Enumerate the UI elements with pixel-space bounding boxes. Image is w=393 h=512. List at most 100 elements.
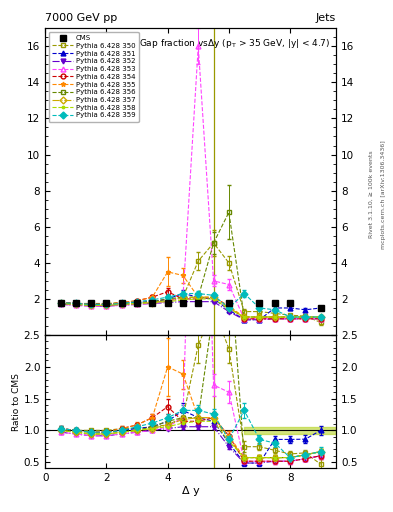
Pythia 6.428 355 xyxy=(165,269,170,275)
Pythia 6.428 351 xyxy=(226,307,231,313)
Pythia 6.428 358 xyxy=(226,306,231,312)
Pythia 6.428 354 xyxy=(135,297,140,304)
Pythia 6.428 352 xyxy=(104,303,109,309)
Pythia 6.428 356 xyxy=(288,314,292,320)
Pythia 6.428 359 xyxy=(257,305,262,311)
Pythia 6.428 352 xyxy=(272,316,277,322)
Pythia 6.428 354 xyxy=(196,296,200,302)
Pythia 6.428 357 xyxy=(257,314,262,320)
Line: Pythia 6.428 359: Pythia 6.428 359 xyxy=(58,291,323,319)
Pythia 6.428 357 xyxy=(181,295,185,301)
Pythia 6.428 350 xyxy=(242,309,246,315)
Pythia 6.428 356 xyxy=(119,301,124,307)
Pythia 6.428 352 xyxy=(257,316,262,323)
Pythia 6.428 355 xyxy=(135,297,140,304)
Pythia 6.428 356 xyxy=(272,314,277,320)
Pythia 6.428 350 xyxy=(303,313,308,319)
Pythia 6.428 352 xyxy=(58,301,63,307)
Pythia 6.428 357 xyxy=(242,314,246,320)
Pythia 6.428 354 xyxy=(104,301,109,307)
Pythia 6.428 354 xyxy=(73,301,78,307)
Pythia 6.428 355 xyxy=(181,272,185,279)
Pythia 6.428 354 xyxy=(89,301,94,307)
Legend: CMS, Pythia 6.428 350, Pythia 6.428 351, Pythia 6.428 352, Pythia 6.428 353, Pyt: CMS, Pythia 6.428 350, Pythia 6.428 351,… xyxy=(49,32,139,122)
Pythia 6.428 359 xyxy=(73,301,78,307)
Pythia 6.428 355 xyxy=(150,294,155,300)
Pythia 6.428 354 xyxy=(165,289,170,295)
Pythia 6.428 357 xyxy=(73,301,78,307)
Pythia 6.428 355 xyxy=(242,314,246,320)
Text: 7000 GeV pp: 7000 GeV pp xyxy=(45,13,118,23)
Text: Gap fraction vs$\Delta$y (p$_\mathrm{T}$ > 35 GeV, |y| < 4.7): Gap fraction vs$\Delta$y (p$_\mathrm{T}$… xyxy=(139,37,330,50)
Pythia 6.428 358 xyxy=(242,314,246,320)
Pythia 6.428 359 xyxy=(104,301,109,307)
Line: Pythia 6.428 357: Pythia 6.428 357 xyxy=(58,295,323,319)
Pythia 6.428 353 xyxy=(181,294,185,300)
Pythia 6.428 353 xyxy=(196,43,200,49)
X-axis label: Δ y: Δ y xyxy=(182,486,200,496)
Pythia 6.428 354 xyxy=(242,316,246,322)
Pythia 6.428 358 xyxy=(211,296,216,302)
Pythia 6.428 356 xyxy=(318,314,323,320)
Pythia 6.428 355 xyxy=(303,314,308,320)
Pythia 6.428 358 xyxy=(89,302,94,308)
Pythia 6.428 355 xyxy=(288,314,292,320)
Pythia 6.428 350 xyxy=(58,300,63,306)
Pythia 6.428 357 xyxy=(226,305,231,311)
Pythia 6.428 359 xyxy=(181,290,185,296)
Pythia 6.428 350 xyxy=(104,301,109,307)
Pythia 6.428 355 xyxy=(58,300,63,306)
Pythia 6.428 350 xyxy=(181,294,185,300)
Pythia 6.428 354 xyxy=(150,294,155,300)
Pythia 6.428 358 xyxy=(73,301,78,307)
Pythia 6.428 350 xyxy=(73,301,78,307)
Pythia 6.428 352 xyxy=(150,301,155,307)
Pythia 6.428 359 xyxy=(89,301,94,307)
Pythia 6.428 357 xyxy=(135,301,140,307)
Pythia 6.428 355 xyxy=(104,301,109,307)
Pythia 6.428 353 xyxy=(288,316,292,322)
Pythia 6.428 350 xyxy=(226,260,231,266)
Pythia 6.428 351 xyxy=(119,301,124,307)
Pythia 6.428 359 xyxy=(242,290,246,296)
Pythia 6.428 359 xyxy=(303,314,308,320)
Pythia 6.428 353 xyxy=(272,316,277,322)
Pythia 6.428 359 xyxy=(288,314,292,320)
Pythia 6.428 354 xyxy=(272,316,277,322)
Pythia 6.428 354 xyxy=(226,303,231,309)
Pythia 6.428 355 xyxy=(257,314,262,320)
Pythia 6.428 354 xyxy=(181,296,185,302)
Pythia 6.428 353 xyxy=(303,316,308,322)
Line: Pythia 6.428 352: Pythia 6.428 352 xyxy=(58,299,323,322)
Pythia 6.428 351 xyxy=(89,301,94,307)
Pythia 6.428 356 xyxy=(181,294,185,300)
Pythia 6.428 355 xyxy=(119,300,124,306)
Pythia 6.428 351 xyxy=(257,316,262,323)
Pythia 6.428 355 xyxy=(89,301,94,307)
Pythia 6.428 350 xyxy=(135,300,140,306)
Pythia 6.428 359 xyxy=(211,292,216,298)
Pythia 6.428 358 xyxy=(165,298,170,305)
Pythia 6.428 351 xyxy=(150,298,155,305)
Pythia 6.428 359 xyxy=(150,297,155,303)
Pythia 6.428 352 xyxy=(119,302,124,308)
Pythia 6.428 351 xyxy=(165,296,170,302)
Pythia 6.428 350 xyxy=(165,297,170,304)
Pythia 6.428 350 xyxy=(272,310,277,316)
Pythia 6.428 354 xyxy=(257,316,262,322)
Pythia 6.428 356 xyxy=(104,302,109,308)
Pythia 6.428 353 xyxy=(104,303,109,309)
Pythia 6.428 356 xyxy=(242,314,246,320)
Pythia 6.428 354 xyxy=(288,316,292,322)
Pythia 6.428 356 xyxy=(89,302,94,308)
Pythia 6.428 353 xyxy=(135,301,140,307)
Pythia 6.428 356 xyxy=(135,301,140,307)
Pythia 6.428 350 xyxy=(318,319,323,326)
Pythia 6.428 356 xyxy=(211,240,216,246)
Pythia 6.428 350 xyxy=(288,312,292,318)
Pythia 6.428 356 xyxy=(303,314,308,320)
Pythia 6.428 350 xyxy=(211,240,216,246)
Pythia 6.428 357 xyxy=(104,302,109,308)
Pythia 6.428 353 xyxy=(226,282,231,288)
Pythia 6.428 352 xyxy=(303,316,308,322)
